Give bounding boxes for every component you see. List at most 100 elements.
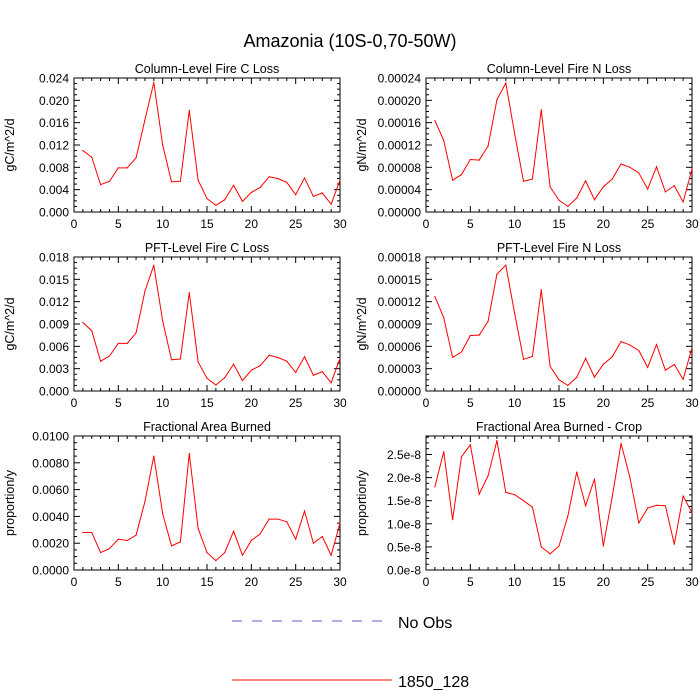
y-tick-label: 0.008 — [39, 161, 69, 175]
x-tick-label: 0 — [71, 396, 78, 410]
data-point — [268, 176, 270, 178]
data-point — [135, 332, 137, 334]
data-point — [153, 455, 155, 457]
data-point — [487, 475, 489, 477]
y-tick-label: 0.012 — [39, 295, 69, 309]
data-point — [206, 377, 208, 379]
y-tick-label: 0.024 — [39, 72, 69, 86]
data-point — [295, 538, 297, 540]
data-point — [286, 360, 288, 362]
data-point — [522, 358, 525, 360]
data-point — [673, 543, 675, 545]
data-point — [505, 491, 507, 493]
data-point — [460, 456, 463, 458]
plot-frame — [425, 77, 693, 213]
x-tick-label: 25 — [641, 217, 655, 231]
data-point — [126, 539, 128, 542]
y-tick-label: 0.0e-8 — [387, 564, 421, 578]
data-point — [531, 178, 534, 180]
data-point — [602, 545, 604, 547]
data-point — [250, 539, 252, 542]
y-tick-label: 0.00012 — [378, 139, 422, 153]
x-tick-label: 20 — [597, 396, 611, 410]
data-point — [286, 181, 288, 184]
data-point — [576, 197, 578, 199]
data-point — [233, 184, 235, 186]
data-point — [135, 534, 137, 536]
data-point — [312, 374, 314, 376]
data-point — [295, 194, 297, 196]
data-point — [268, 518, 270, 520]
data-point — [206, 198, 208, 200]
series-line-1850-128 — [82, 265, 341, 386]
data-point — [496, 273, 498, 275]
data-point — [629, 344, 631, 346]
y-tick-label: 0.00008 — [378, 161, 422, 175]
y-tick-label: 0.0000 — [32, 564, 69, 578]
data-point — [682, 201, 684, 203]
data-point — [153, 81, 155, 84]
y-tick-label: 1.0e-8 — [387, 517, 421, 531]
data-point — [162, 144, 164, 146]
data-point — [682, 378, 684, 380]
data-point — [540, 109, 542, 111]
chart-title: PFT-Level Fire N Loss — [497, 241, 621, 255]
data-point — [531, 506, 534, 508]
y-tick-label: 0.0080 — [32, 456, 69, 470]
data-point — [215, 384, 217, 386]
y-tick-label: 0.00003 — [378, 362, 422, 376]
data-point — [277, 518, 279, 520]
x-tick-label: 0 — [423, 575, 430, 589]
legend-label-no-obs: No Obs — [398, 615, 452, 632]
x-tick-label: 15 — [200, 396, 214, 410]
data-point — [691, 512, 693, 514]
y-tick-label: 2.0e-8 — [387, 471, 421, 485]
data-point — [100, 360, 102, 362]
data-point — [434, 295, 436, 298]
chart-pft-level-fire-n-loss: PFT-Level Fire N Loss gN/m^2/d 0 5 10 15 20 25 3… — [355, 241, 699, 410]
data-point — [638, 522, 640, 524]
data-point — [602, 363, 604, 365]
data-point — [664, 505, 667, 507]
data-point — [540, 289, 542, 291]
legend-label-1850-128: 1850_128 — [398, 674, 469, 691]
x-tick-label: 15 — [200, 217, 214, 231]
data-point — [170, 181, 173, 183]
y-tick-label: 0.5e-8 — [387, 540, 421, 554]
x-tick-label: 20 — [245, 217, 259, 231]
data-point — [303, 177, 306, 179]
data-point — [478, 159, 480, 161]
y-tick-label: 0.0100 — [32, 430, 69, 444]
x-tick-label: 0 — [71, 575, 78, 589]
x-tick-label: 30 — [685, 575, 699, 589]
y-tick-label: 0.000 — [39, 385, 69, 399]
data-point — [295, 371, 297, 373]
data-point — [170, 545, 173, 547]
data-point — [241, 200, 244, 202]
data-point — [259, 186, 261, 189]
y-tick-label: 0.004 — [39, 183, 69, 197]
data-point — [452, 519, 454, 521]
data-point — [224, 551, 226, 554]
data-point — [117, 538, 119, 540]
data-point — [522, 180, 525, 182]
y-axis-label: proportion/y — [3, 469, 17, 536]
x-tick-label: 30 — [685, 396, 699, 410]
data-point — [558, 199, 560, 201]
x-tick-label: 30 — [333, 396, 347, 410]
y-axis-label: gC/m^2/d — [3, 297, 17, 350]
data-point — [215, 560, 217, 562]
x-tick-label: 25 — [289, 575, 303, 589]
chart-title: Column-Level Fire N Loss — [487, 62, 632, 76]
data-point — [277, 177, 279, 180]
y-tick-label: 2.5e-8 — [387, 448, 421, 462]
y-tick-label: 0.003 — [39, 362, 69, 376]
data-point — [558, 379, 560, 381]
data-point — [82, 149, 84, 152]
data-point — [558, 545, 560, 547]
x-tick-label: 10 — [508, 396, 522, 410]
data-point — [339, 357, 341, 359]
x-tick-label: 10 — [156, 396, 170, 410]
chart-title: Fractional Area Burned — [143, 420, 271, 434]
data-point — [108, 180, 111, 182]
